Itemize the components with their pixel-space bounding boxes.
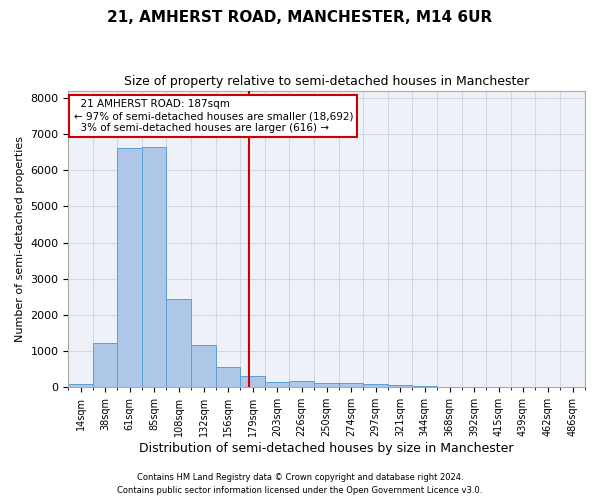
Bar — [486, 387, 511, 388]
Bar — [94, 343, 118, 388]
Text: 21, AMHERST ROAD, MANCHESTER, M14 6UR: 21, AMHERST ROAD, MANCHESTER, M14 6UR — [107, 10, 493, 25]
Bar — [166, 298, 191, 388]
Title: Size of property relative to semi-detached houses in Manchester: Size of property relative to semi-detach… — [124, 75, 529, 88]
Bar — [388, 386, 412, 388]
Bar — [142, 146, 166, 388]
Y-axis label: Number of semi-detached properties: Number of semi-detached properties — [15, 136, 25, 342]
Bar — [437, 386, 462, 388]
Bar — [118, 148, 142, 388]
Bar — [339, 384, 363, 388]
Bar — [412, 386, 437, 388]
X-axis label: Distribution of semi-detached houses by size in Manchester: Distribution of semi-detached houses by … — [139, 442, 514, 455]
Bar — [265, 382, 289, 388]
Bar — [191, 345, 216, 388]
Bar — [363, 384, 388, 388]
Bar — [289, 381, 314, 388]
Bar — [68, 384, 94, 388]
Bar — [216, 368, 240, 388]
Bar — [314, 384, 339, 388]
Text: Contains HM Land Registry data © Crown copyright and database right 2024.
Contai: Contains HM Land Registry data © Crown c… — [118, 474, 482, 495]
Text: 21 AMHERST ROAD: 187sqm  
← 97% of semi-detached houses are smaller (18,692)
  3: 21 AMHERST ROAD: 187sqm ← 97% of semi-de… — [74, 100, 353, 132]
Bar — [240, 376, 265, 388]
